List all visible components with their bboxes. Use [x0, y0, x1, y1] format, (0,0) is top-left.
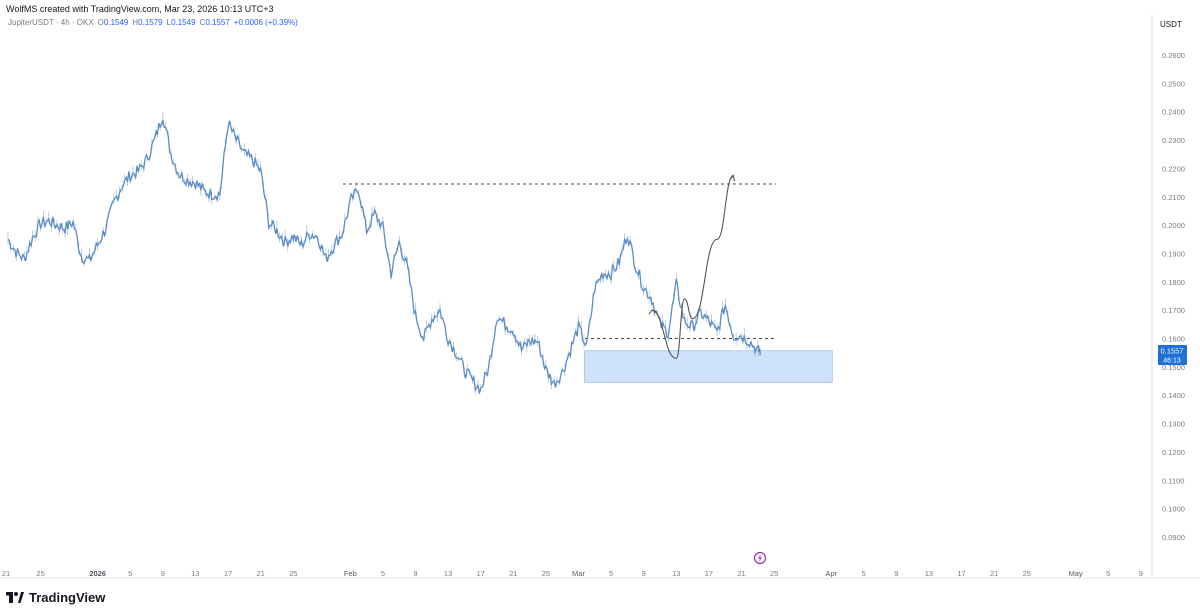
projection-start-arrow	[648, 309, 657, 315]
time-tick: May	[1069, 569, 1083, 578]
time-tick: 21	[509, 569, 517, 578]
symbol-legend[interactable]: JupiterUSDT · 4h · OKX O0.1549 H0.1579 L…	[8, 18, 298, 27]
price-tick: 0.0900	[1162, 533, 1185, 542]
price-tick: 0.2500	[1162, 79, 1185, 88]
time-tick: 13	[191, 569, 199, 578]
price-tick: 0.2400	[1162, 108, 1185, 117]
price-tick: 0.1200	[1162, 448, 1185, 457]
price-tick: 0.1300	[1162, 420, 1185, 429]
time-tick: 13	[444, 569, 452, 578]
chart-credit: WolfMS created with TradingView.com, Mar…	[6, 4, 274, 14]
low-label: L	[166, 18, 172, 27]
price-tick: 0.2600	[1162, 51, 1185, 60]
time-tick: 9	[1139, 569, 1143, 578]
projection-arrowhead	[729, 174, 736, 182]
time-tick: 13	[925, 569, 933, 578]
time-tick: 25	[770, 569, 778, 578]
currency-label[interactable]: USDT	[1160, 20, 1182, 29]
price-tick: 0.1400	[1162, 391, 1185, 400]
change-value: +0.0006 (+0.39%)	[233, 18, 298, 27]
symbol-title[interactable]: JupiterUSDT · 4h · OKX	[8, 18, 94, 27]
brand-name: TradingView	[29, 590, 106, 605]
time-tick: 17	[705, 569, 713, 578]
time-tick: 9	[161, 569, 165, 578]
time-tick: 25	[289, 569, 297, 578]
close-value: 0.1557	[205, 18, 230, 27]
price-tick: 0.1000	[1162, 505, 1185, 514]
price-tick: 0.1800	[1162, 278, 1185, 287]
current-price-label: 0.1557 46:13	[1158, 345, 1187, 365]
time-tick: 13	[672, 569, 680, 578]
time-tick: 21	[990, 569, 998, 578]
high-value: 0.1579	[138, 18, 163, 27]
projection-path[interactable]	[648, 174, 736, 359]
tradingview-brand[interactable]: TradingView	[6, 590, 105, 605]
projection-curve[interactable]	[651, 174, 734, 359]
time-tick: 25	[36, 569, 44, 578]
close-label: C	[199, 18, 206, 27]
time-tick: 5	[609, 569, 613, 578]
time-tick: 17	[957, 569, 965, 578]
open-label: O	[97, 18, 104, 27]
price-tick: 0.2000	[1162, 221, 1185, 230]
price-tick: 0.1900	[1162, 249, 1185, 258]
time-axis[interactable]: 21 25 2026 5 9 13 17 21 25 Feb 5 9 13 17 21 25 Mar 5 9 13 17…	[2, 569, 1143, 578]
price-series	[7, 112, 761, 395]
open-value: 0.1549	[103, 18, 129, 27]
time-tick: 9	[642, 569, 646, 578]
time-tick: 2026	[89, 569, 106, 578]
bar-countdown: 46:13	[1163, 358, 1181, 365]
time-tick: 9	[413, 569, 417, 578]
time-tick: 5	[1106, 569, 1110, 578]
low-value: 0.1549	[171, 18, 196, 27]
current-price-value: 0.1557	[1161, 347, 1184, 356]
price-line	[7, 119, 761, 394]
time-tick: 21	[2, 569, 10, 578]
price-tick: 0.1600	[1162, 335, 1185, 344]
time-tick: Mar	[572, 569, 585, 578]
demand-zone[interactable]	[584, 350, 833, 383]
price-tick: 0.2200	[1162, 164, 1185, 173]
time-tick: 25	[542, 569, 550, 578]
time-tick: 9	[894, 569, 898, 578]
time-tick: 5	[381, 569, 385, 578]
tradingview-logo-icon	[6, 592, 24, 603]
time-tick: Feb	[344, 569, 357, 578]
price-tick: 0.1500	[1162, 363, 1185, 372]
price-tick: 0.2300	[1162, 136, 1185, 145]
price-tick: 0.2100	[1162, 193, 1185, 202]
time-tick: 21	[256, 569, 264, 578]
time-tick: 25	[1023, 569, 1031, 578]
time-tick: 21	[737, 569, 745, 578]
time-tick: 5	[128, 569, 132, 578]
high-label: H	[132, 18, 139, 27]
time-tick: 5	[862, 569, 866, 578]
price-tick: 0.1100	[1162, 476, 1184, 485]
price-tick: 0.1700	[1162, 306, 1185, 315]
time-tick: 17	[477, 569, 485, 578]
price-axis[interactable]: 0.2600 0.2500 0.2400 0.2300 0.2200 0.2100 0.20…	[1162, 51, 1185, 542]
time-tick: 17	[224, 569, 232, 578]
demand-zone-rect[interactable]	[584, 350, 833, 383]
alert-icon[interactable]	[753, 551, 767, 565]
time-tick: Apr	[825, 569, 837, 578]
